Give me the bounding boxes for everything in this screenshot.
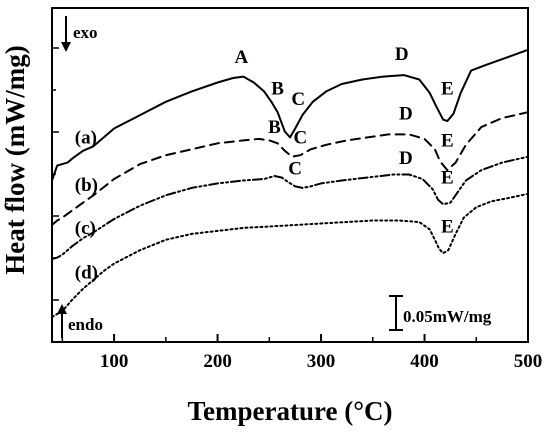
- peak-label-e: E: [441, 130, 454, 151]
- x-tick-label: 100: [100, 351, 129, 372]
- x-tick-label: 500: [514, 351, 543, 372]
- x-axis-ticks: 100 200 300 400 500: [61, 334, 543, 372]
- peak-label-a: A: [234, 47, 248, 68]
- series-label: (a): [75, 127, 97, 148]
- endo-arrowhead-icon: [57, 304, 67, 314]
- peak-label-d: D: [399, 104, 413, 125]
- scale-bar-label: 0.05mW/mg: [403, 307, 492, 326]
- y-axis-ticks: [52, 47, 59, 301]
- series-line-b: [51, 111, 529, 226]
- exo-annotation: exo: [61, 16, 98, 52]
- peak-label-d: D: [395, 44, 409, 65]
- peak-label-c: C: [293, 127, 307, 148]
- plot-frame: [51, 7, 529, 343]
- x-tick-label: 300: [307, 351, 336, 372]
- series-line-a: [51, 48, 529, 182]
- series-line-d: [51, 192, 529, 318]
- series-lines: [51, 48, 529, 318]
- peak-label-d: D: [399, 148, 413, 169]
- peak-label-b: B: [271, 78, 284, 99]
- exo-arrowhead-icon: [61, 42, 71, 52]
- series-label: (c): [75, 218, 96, 239]
- exo-label: exo: [73, 23, 98, 42]
- x-tick-label: 200: [203, 351, 232, 372]
- series-label: (b): [75, 175, 98, 196]
- endo-label: endo: [68, 315, 103, 334]
- peak-label-b: B: [268, 117, 281, 138]
- series-line-c: [51, 155, 529, 261]
- peak-label-e: E: [441, 216, 454, 237]
- peak-label-e: E: [441, 78, 454, 99]
- series-label: (d): [75, 262, 98, 283]
- x-axis-title: Temperature (°C): [187, 396, 392, 426]
- x-tick-label: 400: [410, 351, 439, 372]
- endo-annotation: endo: [57, 304, 103, 338]
- y-axis-title: Heat flow (mW/mg): [0, 45, 30, 274]
- peak-label-e: E: [441, 167, 454, 188]
- scale-bar: 0.05mW/mg: [389, 295, 492, 331]
- peak-label-c: C: [288, 159, 302, 180]
- peak-label-c: C: [291, 89, 305, 110]
